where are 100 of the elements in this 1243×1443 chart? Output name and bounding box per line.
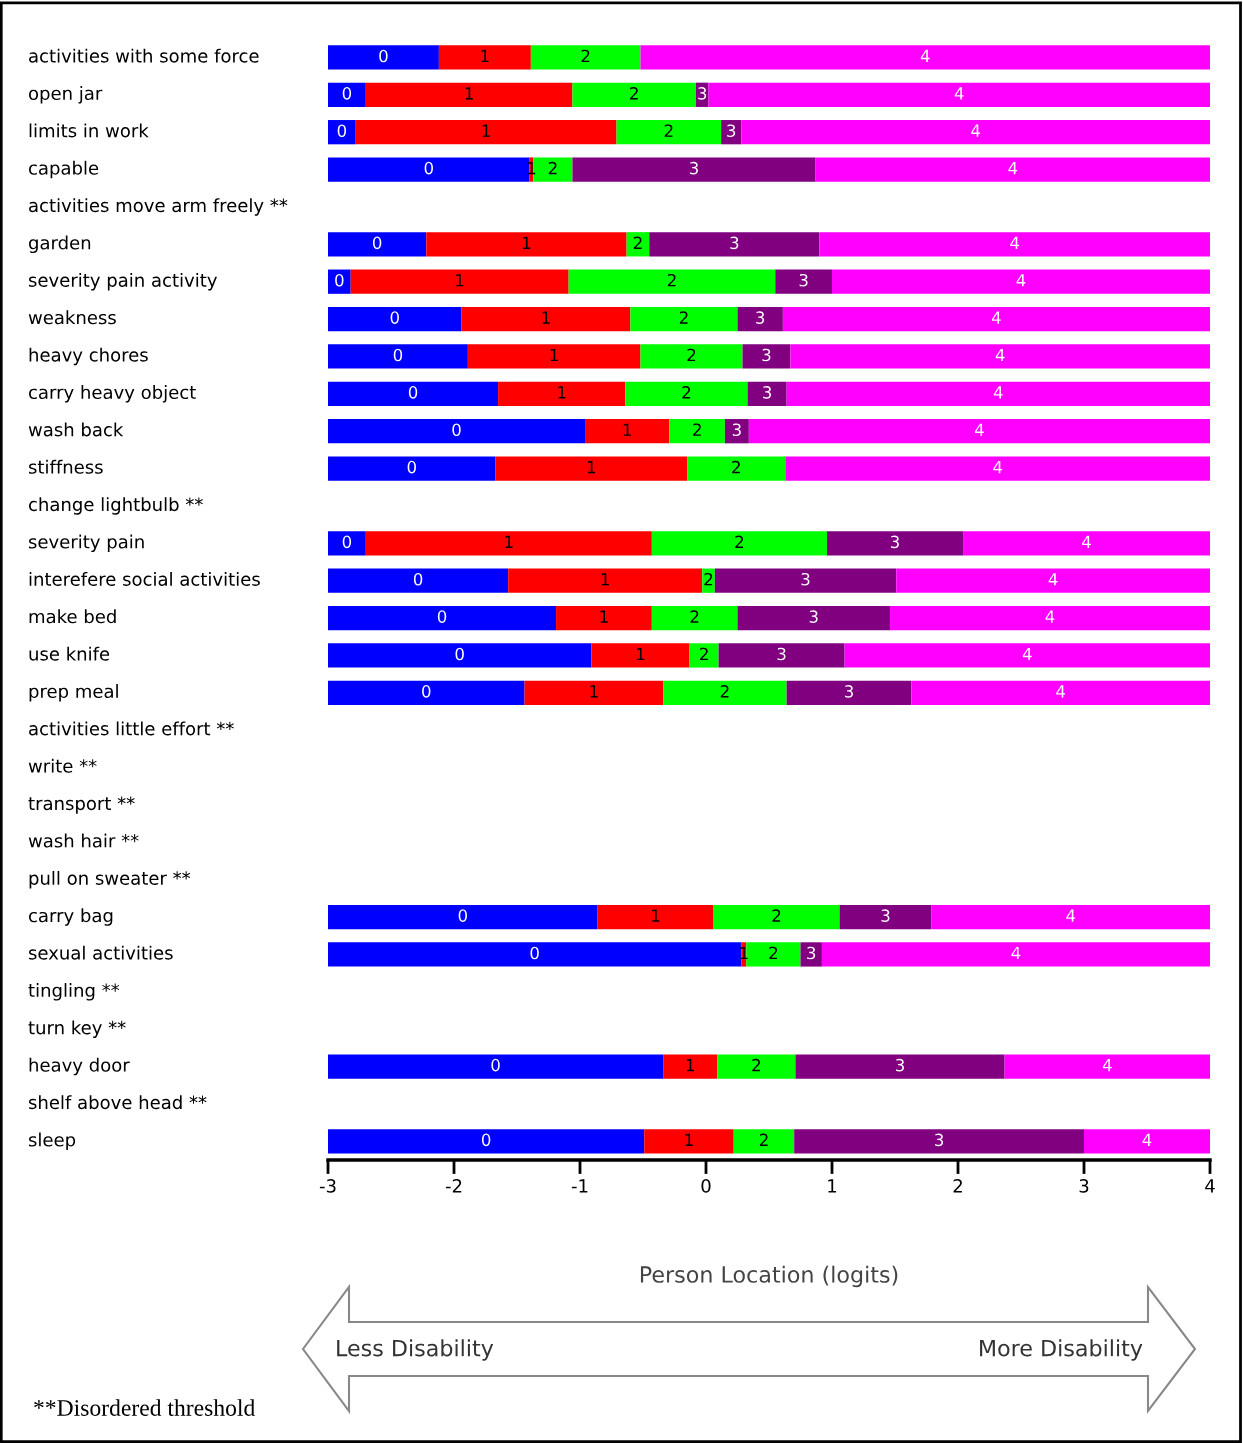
text: 1: [505, 535, 513, 548]
text: 4: [1010, 236, 1020, 249]
text: 1: [482, 124, 490, 137]
bar: [498, 381, 626, 406]
series-label: 0: [481, 1133, 491, 1147]
bar: [328, 269, 351, 294]
text: 4: [993, 386, 1003, 399]
bar: [724, 419, 749, 444]
text: 2: [679, 311, 688, 324]
y-tick-label: wash hair **: [28, 833, 139, 848]
bar: [747, 381, 787, 406]
text: 2: [732, 460, 740, 474]
y-tick-label: open jar: [29, 86, 103, 104]
bar: [832, 269, 1210, 294]
text: **Disordered threshold: [34, 1399, 255, 1416]
bar: [839, 904, 932, 930]
x-axis-title: Person Location (logits): [640, 1265, 898, 1288]
text: 1: [542, 311, 550, 324]
text: 0: [393, 348, 403, 362]
y-tick-label: carry bag: [29, 908, 113, 926]
bar: [556, 605, 652, 631]
bar: [328, 456, 496, 481]
text: 3: [756, 311, 765, 324]
bar: [782, 306, 1210, 332]
text: 2: [682, 386, 691, 399]
bar: [649, 232, 820, 257]
text: 4: [974, 423, 984, 436]
y-tick-label: shelf above head **: [28, 1095, 207, 1110]
text: 4: [1045, 610, 1055, 623]
bar: [591, 643, 690, 668]
text: 4: [1011, 946, 1021, 960]
text: 1: [465, 87, 473, 100]
y-tick-label: turn key **: [28, 1020, 126, 1038]
bar: [328, 942, 742, 967]
text: 4: [1102, 1059, 1112, 1072]
text: 4: [995, 348, 1005, 362]
bar: [572, 157, 816, 182]
bar: [746, 942, 801, 967]
bar: [733, 1129, 795, 1154]
text: 4: [1022, 647, 1032, 661]
bar: [775, 269, 832, 294]
bar: [328, 306, 462, 332]
text: 2: [720, 685, 729, 698]
bar: [651, 531, 827, 556]
text: 0: [342, 87, 352, 100]
bar: [790, 344, 1210, 369]
text: 0: [458, 909, 468, 922]
text: 3: [890, 535, 899, 549]
text: 1: [522, 236, 531, 249]
y-tick-label: activities move arm freely **: [29, 198, 288, 216]
text: 4: [993, 461, 1003, 474]
text: 3: [935, 1133, 944, 1147]
text: 3: [690, 161, 698, 175]
text: 1: [685, 1133, 693, 1146]
bar: [669, 419, 725, 444]
text: 0: [335, 273, 344, 287]
bar: [616, 120, 722, 145]
text: 4: [991, 311, 1001, 324]
bar: [931, 904, 1210, 930]
text: 1: [637, 647, 645, 661]
bar: [355, 120, 617, 145]
text: 4: [1066, 909, 1076, 922]
series-label: 2: [704, 572, 713, 586]
text: 0: [413, 572, 423, 586]
text: 4: [1048, 573, 1058, 586]
bar: [328, 605, 557, 631]
y-tick-label: severity pain: [28, 534, 144, 553]
bar: [426, 232, 627, 257]
text: 2: [700, 647, 708, 661]
bar: [821, 942, 1210, 967]
text: 1: [686, 1059, 695, 1072]
bar: [568, 269, 776, 294]
bar: [714, 568, 897, 593]
bar: [794, 1129, 1084, 1154]
text: 1: [601, 573, 609, 586]
bar: [663, 680, 787, 705]
bar: [742, 344, 791, 369]
text: Less Disability: [337, 1339, 494, 1361]
y-tick-label: use knife: [29, 646, 110, 661]
text: 2: [690, 610, 699, 623]
bar: [328, 1054, 664, 1079]
bar: [640, 344, 743, 369]
bar: [748, 419, 1210, 444]
y-tick-label: make bed: [29, 609, 116, 624]
bar: [328, 531, 366, 556]
y-tick-label: carry heavy object: [29, 385, 196, 403]
bar: [689, 643, 719, 668]
text: 4: [1008, 162, 1018, 175]
text: 1: [558, 386, 566, 399]
x-tick-label: 0: [701, 1179, 711, 1193]
text: 2: [735, 535, 744, 548]
y-tick-label: sexual activities: [28, 945, 173, 960]
bar: [737, 306, 783, 332]
text: 3: [807, 946, 816, 960]
bar: [896, 568, 1210, 593]
text: 3: [844, 685, 853, 698]
text: 0: [372, 236, 382, 250]
text: 1: [528, 162, 536, 175]
y-tick-label: prep meal: [29, 684, 118, 702]
y-tick-label: write **: [28, 758, 97, 773]
